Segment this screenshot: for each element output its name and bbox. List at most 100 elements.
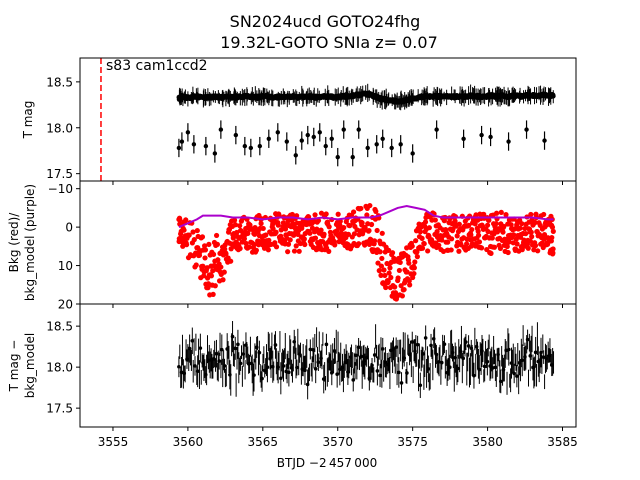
chart-title-line1: SN2024ucd GOTO24fhg bbox=[230, 12, 421, 31]
bkg-point bbox=[386, 270, 392, 276]
outlier-point bbox=[479, 132, 484, 138]
bkg-point bbox=[350, 209, 357, 215]
bkg-point bbox=[399, 293, 405, 299]
bkg-point bbox=[302, 241, 308, 248]
bkg-point bbox=[410, 274, 416, 281]
outlier-point bbox=[233, 132, 239, 138]
data-point bbox=[520, 358, 525, 363]
bkg-model-line bbox=[178, 204, 554, 229]
outlier-point bbox=[323, 143, 328, 149]
data-point bbox=[533, 350, 538, 355]
bkg-point bbox=[428, 237, 435, 243]
data-point bbox=[295, 365, 299, 370]
bkg-point bbox=[511, 232, 517, 238]
data-point bbox=[220, 347, 224, 352]
bkg-point bbox=[396, 267, 402, 274]
outlier-point bbox=[203, 143, 209, 149]
bkg-point bbox=[379, 230, 385, 236]
bkg-point bbox=[332, 242, 338, 248]
bkg-point bbox=[493, 220, 499, 227]
bkg-point bbox=[285, 249, 291, 255]
bkg-point bbox=[497, 245, 504, 251]
bkg-point bbox=[387, 265, 393, 271]
data-point bbox=[448, 365, 452, 370]
bkg-point bbox=[266, 237, 272, 243]
outlier-point bbox=[266, 136, 272, 141]
data-point bbox=[490, 366, 495, 370]
outlier-point bbox=[179, 139, 185, 144]
bkg-point bbox=[243, 240, 249, 247]
bkg-point bbox=[194, 227, 200, 234]
bkg-point bbox=[253, 247, 259, 253]
bkg-point bbox=[406, 260, 412, 266]
bkg-point bbox=[397, 259, 403, 266]
panels: s83 cam1ccd2 17.5 18.0 18.5 T mag −10 0 10 20 Bkg… bbox=[7, 57, 578, 449]
bkg-point bbox=[379, 255, 385, 262]
data-point bbox=[279, 376, 283, 381]
bkg-point bbox=[392, 284, 398, 290]
bkg-point bbox=[419, 235, 425, 241]
data-point bbox=[550, 93, 556, 99]
data-point bbox=[466, 344, 471, 348]
bkg-point bbox=[439, 237, 445, 243]
bkg-point bbox=[378, 263, 385, 269]
bkg-point bbox=[232, 222, 239, 228]
bkg-point bbox=[383, 284, 389, 291]
bkg-point bbox=[218, 264, 224, 270]
bkg-point bbox=[529, 234, 535, 240]
bkg-point bbox=[398, 283, 404, 289]
y-axis-label: T mag bbox=[21, 101, 35, 140]
bkg-point bbox=[407, 282, 413, 288]
plot-area-top bbox=[100, 58, 556, 181]
outlier-point bbox=[398, 142, 403, 147]
bkg-point bbox=[519, 221, 525, 227]
bkg-point bbox=[345, 231, 352, 237]
data-point bbox=[525, 337, 530, 342]
bkg-point bbox=[335, 211, 341, 217]
data-point bbox=[252, 373, 256, 377]
bkg-point bbox=[466, 222, 472, 228]
bkg-point bbox=[523, 231, 529, 237]
bkg-point bbox=[493, 210, 500, 216]
data-point bbox=[378, 373, 382, 378]
bkg-point bbox=[448, 247, 454, 253]
bkg-point bbox=[364, 212, 370, 218]
data-point bbox=[316, 360, 321, 365]
bkg-point bbox=[491, 244, 498, 250]
data-point bbox=[198, 346, 203, 350]
bkg-point bbox=[517, 225, 523, 231]
bkg-point bbox=[230, 235, 236, 241]
y-axis-label: T mag − bbox=[7, 340, 21, 393]
bkg-point bbox=[234, 229, 240, 236]
bkg-point bbox=[378, 272, 384, 278]
bkg-point bbox=[223, 251, 229, 257]
data-point bbox=[541, 355, 546, 359]
y-tick-label: 18.5 bbox=[46, 320, 73, 334]
data-point bbox=[442, 342, 447, 346]
bkg-point bbox=[377, 249, 383, 255]
data-point bbox=[399, 381, 404, 385]
data-point bbox=[372, 353, 377, 357]
outlier-point bbox=[191, 142, 197, 147]
bkg-point bbox=[285, 241, 292, 247]
data-point bbox=[222, 364, 227, 368]
y-tick-label: 18.5 bbox=[46, 75, 73, 89]
bkg-point bbox=[375, 260, 381, 266]
bkg-point bbox=[237, 245, 243, 252]
panel-frame bbox=[79, 57, 577, 182]
data-point bbox=[461, 356, 466, 361]
bkg-point bbox=[296, 248, 302, 254]
bkg-point bbox=[246, 244, 252, 250]
outlier-point bbox=[365, 145, 370, 151]
x-tick-label: 3555 bbox=[98, 435, 129, 449]
bkg-point bbox=[201, 243, 208, 249]
outlier-point bbox=[185, 130, 191, 135]
bkg-point bbox=[411, 265, 417, 271]
bkg-point bbox=[550, 246, 556, 252]
bkg-point bbox=[341, 225, 347, 231]
y-tick-label: −10 bbox=[48, 182, 73, 196]
y-tick-label: 17.5 bbox=[46, 402, 73, 416]
y-tick-label: 18.0 bbox=[46, 361, 73, 375]
bkg-point bbox=[421, 241, 427, 247]
bkg-point bbox=[488, 250, 494, 257]
